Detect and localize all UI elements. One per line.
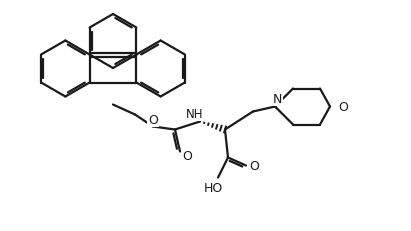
Text: NH: NH xyxy=(186,108,204,121)
Text: O: O xyxy=(249,159,259,172)
Text: N: N xyxy=(272,93,282,106)
Text: O: O xyxy=(182,149,192,162)
Text: O: O xyxy=(338,100,348,113)
Text: O: O xyxy=(148,113,158,126)
Text: HO: HO xyxy=(203,181,223,194)
